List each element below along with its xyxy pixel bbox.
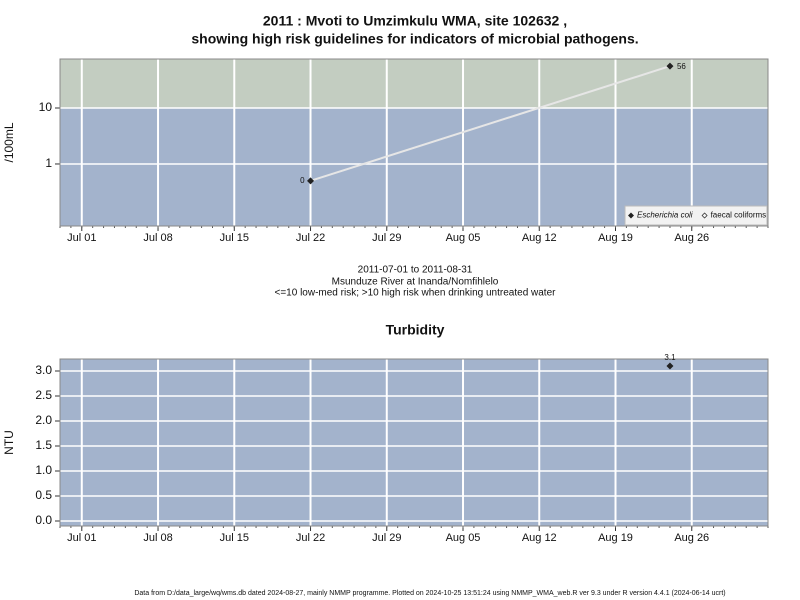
y-tick-label: 0.0 [35,513,52,527]
chart-subtitle: showing high risk guidelines for indicat… [191,31,638,47]
x-tick-label: Aug 05 [446,232,481,244]
y-axis-label: NTU [2,430,16,455]
y-tick-label: 1 [45,156,52,170]
caption: 2011-07-01 to 2011-08-31 [358,265,473,276]
x-tick-label: Aug 19 [598,532,633,544]
x-tick-label: Jul 15 [220,232,249,244]
x-tick-label: Aug 19 [598,232,633,244]
x-tick-label: Jul 01 [67,532,96,544]
x-tick-label: Jul 15 [220,532,249,544]
y-tick-label: 0.5 [35,488,52,502]
band-above [60,59,768,108]
legend-marker [628,212,634,219]
y-tick-label: 2.0 [35,413,52,427]
y-tick-label: 2.5 [35,388,52,402]
legend-box [624,205,768,226]
chart-title: 2011 : Mvoti to Umzimkulu WMA, site 1026… [263,13,567,29]
y-tick-label: 3.0 [35,363,52,377]
x-tick-label: Aug 05 [446,532,481,544]
x-tick-label: Aug 26 [674,232,709,244]
x-tick-label: Jul 22 [296,232,325,244]
x-tick-label: Jul 08 [143,232,172,244]
plot-background [60,359,768,526]
plot-frame [59,358,769,527]
x-tick-label: Jul 29 [372,232,401,244]
data-label: 56 [677,62,686,71]
panel-title: Turbidity [386,322,445,338]
plot-frame [59,58,769,227]
x-tick-label: Aug 12 [522,232,557,244]
x-tick-label: Jul 08 [143,532,172,544]
x-tick-label: Aug 26 [674,532,709,544]
caption: <=10 low-med risk; >10 high risk when dr… [275,288,557,299]
data-point [666,362,674,370]
x-tick-label: Jul 29 [372,532,401,544]
y-tick-label: 1.0 [35,463,52,477]
y-axis-label: /100mL [2,122,16,162]
y-tick-label: 10 [39,100,53,114]
series-line [310,65,671,182]
legend-marker [701,212,708,219]
data-label: 3.1 [664,353,676,362]
caption: Msunduze River at Inanda/Nomfihlelo [332,277,499,288]
legend-label: faecal coliforms [711,211,767,220]
data-point [666,62,674,70]
data-point [307,177,315,185]
legend-label: Escherichia coli [637,211,693,220]
x-tick-label: Aug 12 [522,532,557,544]
data-label: 0 [300,176,305,185]
y-tick-label: 1.5 [35,438,52,452]
x-tick-label: Jul 22 [296,532,325,544]
x-tick-label: Jul 01 [67,232,96,244]
footer: Data from D:/data_large/wq/wms.db dated … [134,590,725,597]
